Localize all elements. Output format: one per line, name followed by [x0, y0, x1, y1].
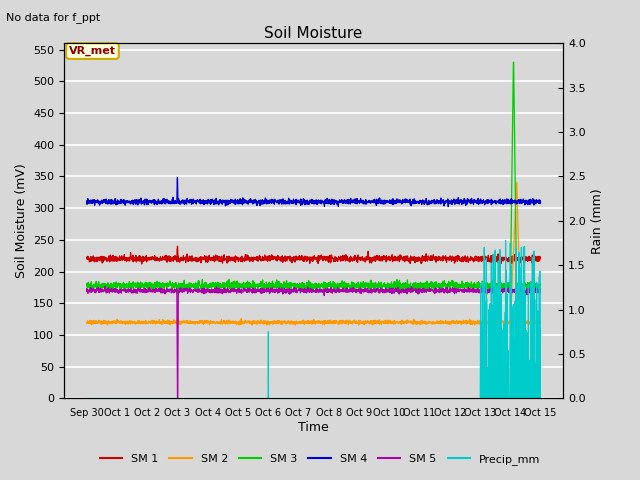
Legend: SM 1, SM 2, SM 3, SM 4, SM 5, Precip_mm: SM 1, SM 2, SM 3, SM 4, SM 5, Precip_mm [95, 450, 545, 469]
Text: No data for f_ppt: No data for f_ppt [6, 12, 100, 23]
Title: Soil Moisture: Soil Moisture [264, 25, 363, 41]
Y-axis label: Rain (mm): Rain (mm) [591, 188, 604, 253]
Text: VR_met: VR_met [69, 46, 116, 56]
X-axis label: Time: Time [298, 421, 329, 434]
Y-axis label: Soil Moisture (mV): Soil Moisture (mV) [15, 163, 28, 278]
